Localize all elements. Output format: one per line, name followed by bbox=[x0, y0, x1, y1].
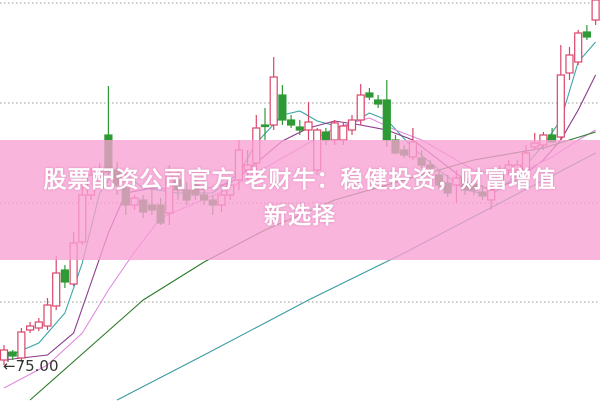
candle-body bbox=[565, 54, 574, 74]
candle-body bbox=[8, 351, 17, 357]
candle-body bbox=[17, 331, 26, 359]
candle-body bbox=[260, 124, 270, 128]
candle bbox=[269, 57, 278, 130]
candle bbox=[8, 350, 17, 360]
candle bbox=[374, 95, 383, 108]
price-marker-label: ←75.00 bbox=[3, 357, 59, 375]
candle-body bbox=[330, 122, 339, 141]
candle bbox=[0, 345, 9, 365]
candle-body bbox=[574, 32, 583, 63]
candle-body bbox=[60, 269, 70, 283]
candle-body bbox=[556, 74, 565, 138]
candle-body bbox=[269, 76, 278, 126]
candle-body bbox=[26, 325, 35, 331]
candle bbox=[34, 318, 43, 331]
arrow-left-icon: ← bbox=[3, 357, 16, 375]
candle-body bbox=[582, 31, 592, 38]
candle bbox=[17, 328, 26, 362]
candle-body bbox=[347, 119, 357, 131]
candle bbox=[556, 45, 565, 140]
candle-body bbox=[321, 131, 330, 141]
candle bbox=[260, 108, 270, 140]
candle-body bbox=[304, 121, 313, 131]
candle bbox=[591, 0, 600, 25]
candle bbox=[60, 265, 70, 288]
candle bbox=[574, 30, 583, 65]
candle-body bbox=[295, 126, 304, 131]
candle-body bbox=[591, 0, 600, 21]
candle bbox=[347, 115, 357, 135]
candle-body bbox=[43, 304, 52, 327]
candle-body bbox=[278, 94, 287, 121]
candle-body bbox=[287, 119, 296, 126]
candle bbox=[582, 25, 592, 40]
candle bbox=[278, 85, 287, 125]
candle-body bbox=[356, 94, 365, 121]
candle bbox=[295, 120, 304, 135]
candle bbox=[565, 47, 574, 80]
candle-body bbox=[0, 349, 9, 361]
candle bbox=[382, 80, 391, 147]
candle bbox=[356, 84, 365, 125]
candle bbox=[26, 322, 35, 333]
candle-body bbox=[382, 99, 391, 141]
banner-line-1: 股票配资公司官方 老财牛：稳健投资，财富增值 bbox=[43, 167, 557, 193]
candle bbox=[52, 256, 61, 310]
candle-body bbox=[52, 272, 61, 307]
candle bbox=[365, 88, 374, 100]
candle-body bbox=[34, 321, 43, 329]
price-value: 75.00 bbox=[15, 357, 59, 375]
candle bbox=[43, 298, 52, 330]
banner-text: 股票配资公司官方 老财牛：稳健投资，财富增值 新选择 bbox=[10, 162, 590, 234]
banner-band bbox=[0, 140, 600, 260]
candle bbox=[304, 102, 313, 140]
candle-body bbox=[374, 99, 383, 105]
banner-line-2: 新选择 bbox=[264, 203, 336, 229]
candle bbox=[287, 115, 296, 128]
candle-body bbox=[365, 92, 374, 98]
candle-body bbox=[339, 125, 348, 141]
